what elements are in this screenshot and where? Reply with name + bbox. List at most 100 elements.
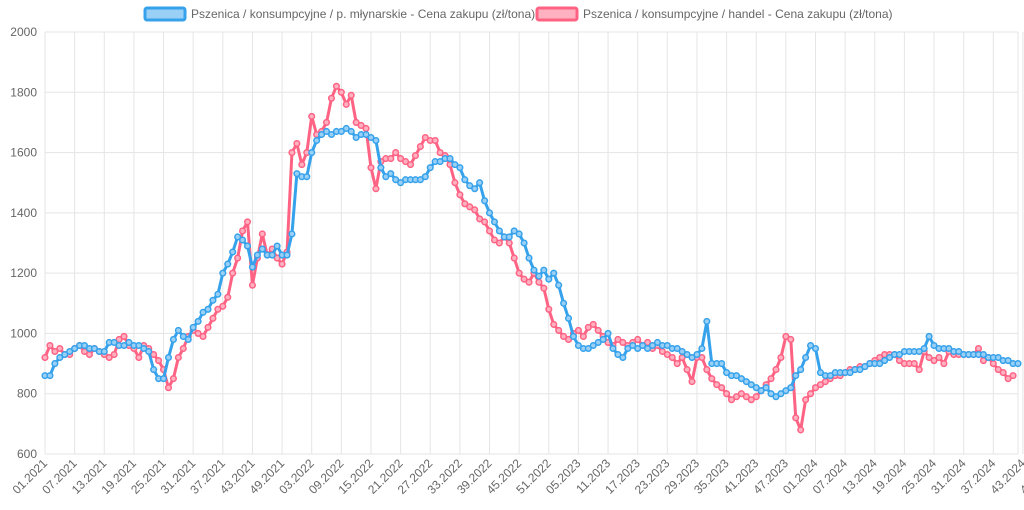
data-point[interactable] [51, 347, 59, 356]
data-point[interactable] [219, 302, 227, 310]
data-point[interactable] [179, 344, 187, 353]
data-point[interactable] [456, 164, 464, 172]
data-point[interactable] [164, 384, 173, 392]
data-point[interactable] [668, 353, 676, 362]
data-point[interactable] [683, 350, 691, 359]
data-point[interactable] [446, 155, 454, 163]
data-point[interactable] [520, 239, 528, 247]
data-point[interactable] [481, 218, 489, 226]
data-point[interactable] [550, 269, 558, 277]
data-point[interactable] [515, 269, 523, 277]
data-point[interactable] [382, 173, 390, 181]
data-point[interactable] [461, 200, 469, 208]
data-point[interactable] [1004, 375, 1012, 383]
data-point[interactable] [347, 127, 355, 136]
data-point[interactable] [204, 305, 212, 313]
data-point[interactable] [248, 263, 256, 271]
data-point[interactable] [476, 179, 484, 187]
data-point[interactable] [253, 251, 261, 259]
data-point[interactable] [243, 242, 252, 250]
data-point[interactable] [239, 236, 247, 244]
data-point[interactable] [925, 332, 933, 340]
data-point[interactable] [342, 100, 350, 108]
data-point[interactable] [85, 350, 93, 359]
data-point[interactable] [624, 344, 632, 353]
data-point[interactable] [762, 384, 770, 392]
data-point[interactable] [451, 161, 459, 169]
data-point[interactable] [550, 320, 558, 328]
data-point[interactable] [495, 227, 503, 235]
data-point[interactable] [698, 344, 706, 353]
data-point[interactable] [352, 133, 360, 142]
data-point[interactable] [644, 344, 652, 353]
data-point[interactable] [179, 332, 187, 340]
data-point[interactable] [164, 353, 173, 362]
data-point[interactable] [945, 344, 953, 353]
data-point[interactable] [703, 317, 711, 325]
data-point[interactable] [46, 372, 54, 380]
data-point[interactable] [199, 332, 207, 340]
data-point[interactable] [782, 332, 790, 340]
data-point[interactable] [589, 341, 597, 350]
data-point[interactable] [387, 170, 395, 178]
data-point[interactable] [436, 149, 444, 157]
data-point[interactable] [994, 366, 1002, 374]
data-point[interactable] [752, 384, 760, 392]
data-point[interactable] [619, 353, 627, 362]
data-point[interactable] [426, 164, 434, 172]
data-point[interactable] [589, 320, 597, 328]
data-point[interactable] [471, 185, 479, 193]
data-point[interactable] [807, 390, 815, 398]
data-point[interactable] [234, 254, 242, 262]
data-point[interactable] [372, 185, 380, 193]
data-point[interactable] [490, 236, 499, 244]
data-point[interactable] [411, 152, 419, 160]
data-point[interactable] [431, 136, 439, 145]
data-point[interactable] [327, 130, 336, 139]
data-point[interactable] [732, 372, 741, 380]
data-point[interactable] [145, 347, 153, 356]
data-point[interactable] [362, 130, 370, 139]
data-point[interactable] [737, 375, 745, 383]
data-point[interactable] [787, 335, 795, 344]
data-point[interactable] [797, 426, 805, 434]
data-point[interactable] [915, 347, 923, 356]
data-point[interactable] [614, 335, 622, 344]
data-point[interactable] [372, 136, 380, 145]
data-point[interactable] [767, 375, 775, 383]
data-point[interactable] [80, 341, 89, 350]
data-point[interactable] [485, 209, 494, 217]
data-point[interactable] [723, 390, 731, 398]
data-point[interactable] [535, 272, 543, 280]
data-point[interactable] [174, 353, 182, 362]
data-point[interactable] [614, 350, 622, 359]
data-point[interactable] [471, 206, 479, 214]
data-point[interactable] [747, 396, 755, 404]
data-point[interactable] [125, 338, 133, 347]
data-point[interactable] [402, 158, 410, 166]
data-point[interactable] [100, 347, 108, 356]
data-point[interactable] [155, 357, 163, 365]
data-point[interactable] [555, 326, 563, 334]
data-point[interactable] [742, 393, 750, 401]
data-point[interactable] [258, 230, 266, 238]
data-point[interactable] [535, 278, 543, 286]
data-point[interactable] [989, 360, 997, 368]
data-point[interactable] [397, 179, 405, 187]
data-point[interactable] [490, 218, 499, 226]
data-point[interactable] [594, 326, 602, 334]
data-point[interactable] [105, 353, 113, 362]
data-point[interactable] [234, 233, 242, 241]
data-point[interactable] [777, 390, 785, 398]
data-point[interactable] [258, 245, 266, 253]
data-point[interactable] [56, 344, 64, 353]
data-point[interactable] [347, 91, 355, 99]
data-point[interactable] [940, 360, 948, 368]
data-point[interactable] [723, 369, 731, 377]
data-point[interactable] [224, 293, 232, 301]
data-point[interactable] [337, 127, 345, 136]
data-point[interactable] [362, 124, 370, 133]
data-point[interactable] [742, 378, 750, 386]
data-point[interactable] [495, 239, 503, 247]
data-point[interactable] [915, 366, 923, 374]
